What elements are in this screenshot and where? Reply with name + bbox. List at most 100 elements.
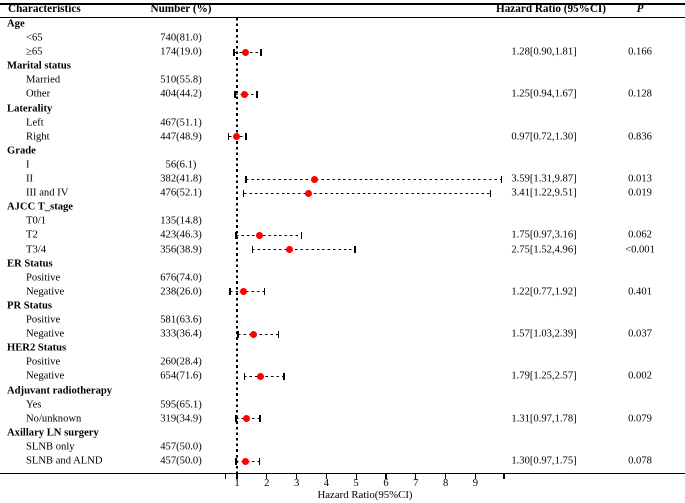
- row-label: Negative: [26, 286, 65, 298]
- table-row: Adjuvant radiotherapy: [0, 384, 685, 398]
- row-label: T3/4: [26, 244, 47, 256]
- table-row: Left 467(51.1): [0, 116, 685, 130]
- ci-cap-right: [245, 133, 247, 141]
- ci-cap-right: [282, 373, 285, 380]
- row-label: PR Status: [7, 300, 53, 312]
- row-number: 404(44.2): [160, 88, 202, 100]
- hr-point-marker: [242, 457, 250, 465]
- ci-cap-left: [243, 373, 246, 380]
- x-axis-title: Hazard Ratio(95%CI): [317, 488, 413, 501]
- ci-cap-left: [234, 91, 236, 98]
- axis-tick: [266, 473, 268, 480]
- table-row: Negative 654(71.6) 1.79[1.25,2.57] 0.002: [0, 369, 685, 383]
- row-label: Yes: [26, 399, 42, 411]
- table-row: Right 447(48.9) 0.97[0.72,1.30] 0.836: [0, 130, 685, 144]
- row-hazard-ratio: 3.41[1.22,9.51]: [511, 187, 577, 199]
- ci-cap-left: [235, 415, 237, 423]
- row-label: No/unknown: [26, 413, 82, 425]
- ci-line: [244, 375, 284, 378]
- ci-line: [243, 192, 491, 194]
- ci-cap-left: [235, 232, 237, 239]
- ci-cap-right: [258, 457, 261, 465]
- top-rule: [0, 3, 685, 6]
- ci-cap-right: [300, 232, 303, 239]
- row-hazard-ratio: 1.75[0.97,3.16]: [511, 229, 577, 241]
- ci-cap-left: [251, 246, 254, 254]
- axis-tick: [474, 473, 476, 480]
- col-header-p-value: P: [636, 3, 644, 15]
- table-row: HER2 Status: [0, 341, 685, 355]
- row-hazard-ratio: 1.28[0.90,1.81]: [511, 46, 577, 58]
- axis-tick-label: 7: [413, 477, 419, 489]
- row-number: 238(26.0): [160, 286, 202, 298]
- hr-point-marker: [257, 373, 265, 380]
- table-row: ER Status: [0, 257, 685, 271]
- row-label: Other: [26, 88, 51, 100]
- axis-end-tick: [503, 473, 505, 480]
- row-number: 423(46.3): [160, 229, 202, 241]
- row-number: 356(38.9): [160, 244, 202, 256]
- table-row: PR Status: [0, 299, 685, 313]
- row-p-value: 0.836: [628, 131, 652, 143]
- row-hazard-ratio: 0.97[0.72,1.30]: [511, 131, 577, 143]
- table-row: Grade: [0, 144, 685, 158]
- row-label: Negative: [26, 370, 65, 382]
- row-number: 476(52.1): [160, 187, 202, 199]
- bottom-rule: [0, 472, 685, 474]
- row-label: <65: [26, 32, 43, 44]
- ci-cap-right: [277, 330, 280, 338]
- table-row: T3/4 356(38.9) 2.75[1.52,4.96] <0.001: [0, 243, 685, 257]
- ci-line: [236, 234, 302, 237]
- row-p-value: 0.037: [628, 328, 652, 340]
- row-p-value: <0.001: [625, 244, 655, 256]
- ci-cap-right: [259, 415, 262, 423]
- row-number: 510(55.8): [160, 74, 202, 86]
- hr-point-marker: [232, 133, 240, 141]
- row-label: AJCC T_stage: [7, 201, 74, 213]
- axis-end-tick: [224, 473, 226, 480]
- row-p-value: 0.019: [628, 187, 652, 199]
- row-number: 457(50.0): [160, 441, 202, 453]
- row-label: SLNB and ALND: [26, 455, 103, 467]
- table-row: Positive 260(28.4): [0, 355, 685, 369]
- row-number: 260(28.4): [160, 356, 202, 368]
- table-row: II 382(41.8) 3.59[1.31,9.87] 0.013: [0, 172, 685, 186]
- ci-cap-left: [237, 330, 239, 338]
- row-hazard-ratio: 1.79[1.25,2.57]: [511, 370, 577, 382]
- table-row: Negative 333(36.4) 1.57[1.03,2.39] 0.037: [0, 327, 685, 341]
- row-number: 319(34.9): [160, 413, 202, 425]
- axis-tick: [355, 473, 357, 480]
- row-number: 654(71.6): [160, 370, 202, 382]
- row-p-value: 0.013: [628, 173, 652, 185]
- row-hazard-ratio: 1.25[0.94,1.67]: [511, 88, 577, 100]
- row-hazard-ratio: 3.59[1.31,9.87]: [511, 173, 577, 185]
- row-p-value: 0.079: [628, 413, 652, 425]
- row-label: ≥65: [26, 46, 43, 58]
- row-label: Right: [26, 131, 50, 143]
- table-row: Yes 595(65.1): [0, 398, 685, 412]
- ci-cap-left: [242, 189, 245, 197]
- col-header-hazard-ratio: Hazard Ratio (95%CI): [496, 3, 606, 15]
- row-p-value: 0.078: [628, 455, 652, 467]
- table-row: Axillary LN surgery: [0, 426, 685, 440]
- table-row: SLNB only 457(50.0): [0, 440, 685, 454]
- axis-tick: [445, 473, 447, 480]
- row-number: 467(51.1): [160, 117, 202, 129]
- table-row: No/unknown 319(34.9) 1.31[0.97,1.78] 0.079: [0, 412, 685, 426]
- hr-point-marker: [240, 288, 248, 296]
- row-number: 447(48.9): [160, 131, 202, 143]
- col-header-characteristics: Characteristics: [8, 3, 81, 15]
- row-hazard-ratio: 1.57[1.03,2.39]: [511, 328, 577, 340]
- axis-tick-label: 4: [323, 477, 330, 489]
- row-label: ER Status: [7, 258, 53, 270]
- row-p-value: 0.128: [628, 88, 652, 100]
- row-hazard-ratio: 2.75[1.52,4.96]: [511, 244, 577, 256]
- row-label: Adjuvant radiotherapy: [7, 385, 113, 397]
- row-number: 382(41.8): [160, 173, 202, 185]
- ci-cap-left: [229, 288, 231, 296]
- table-row: III and IV 476(52.1) 3.41[1.22,9.51] 0.019: [0, 186, 685, 200]
- row-p-value: 0.166: [628, 46, 652, 58]
- ci-line: [246, 178, 502, 180]
- table-row: Laterality: [0, 102, 685, 116]
- row-hazard-ratio: 1.30[0.97,1.75]: [511, 455, 577, 467]
